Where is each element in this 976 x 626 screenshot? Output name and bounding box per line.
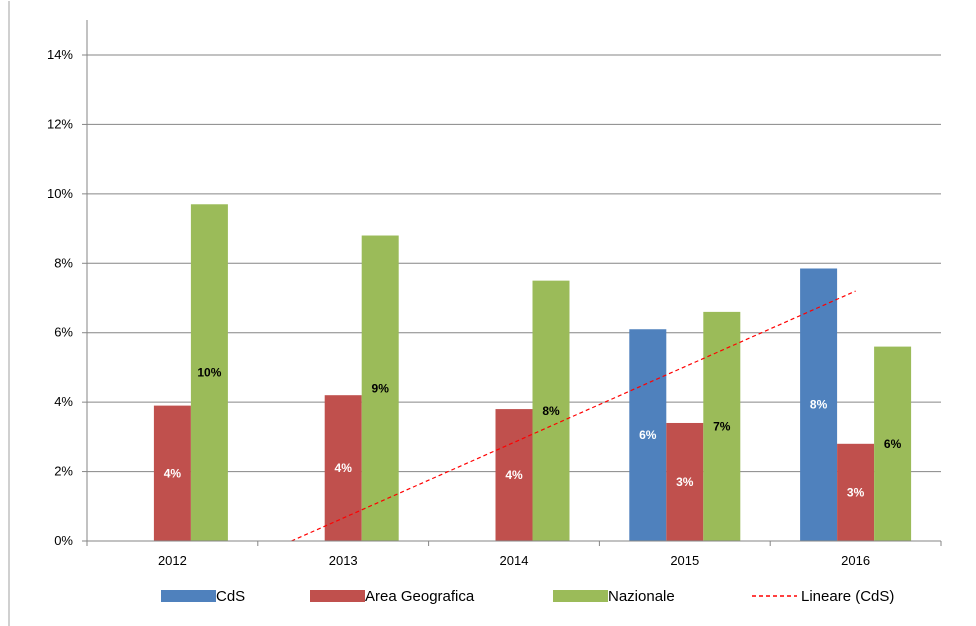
data-label: 6% — [639, 428, 657, 442]
legend-label: Lineare (CdS) — [801, 588, 894, 605]
data-label: 10% — [197, 366, 221, 380]
data-label: 4% — [164, 466, 182, 480]
data-label: 3% — [847, 485, 865, 499]
data-label: 8% — [542, 404, 560, 418]
legend: CdS Area Geografica Nazionale Lineare (CdS) — [161, 588, 894, 605]
legend-swatch — [553, 590, 608, 602]
data-label: 9% — [372, 381, 390, 395]
y-tick-label: 0% — [54, 533, 73, 548]
y-tick-label: 2% — [54, 464, 73, 479]
data-label: 4% — [335, 461, 353, 475]
y-tick-label: 4% — [54, 394, 73, 409]
legend-swatch — [310, 590, 365, 602]
y-tick-label: 14% — [47, 47, 73, 62]
legend-label: CdS — [216, 588, 245, 605]
data-label: 7% — [713, 419, 731, 433]
data-label: 3% — [676, 475, 694, 489]
data-label: 8% — [810, 398, 828, 412]
y-tick-label: 8% — [54, 255, 73, 270]
x-tick-label: 2012 — [158, 553, 187, 568]
y-tick-label: 10% — [47, 186, 73, 201]
legend-label: Nazionale — [608, 588, 675, 605]
bars — [154, 204, 911, 541]
x-tick-label: 2014 — [500, 553, 529, 568]
data-label: 6% — [884, 437, 902, 451]
legend-swatch — [161, 590, 216, 602]
x-tick-label: 2015 — [670, 553, 699, 568]
y-tick-label: 12% — [47, 116, 73, 131]
x-tick-label: 2013 — [329, 553, 358, 568]
x-tick-label: 2016 — [841, 553, 870, 568]
y-tick-label: 6% — [54, 325, 73, 340]
data-label: 4% — [505, 468, 523, 482]
legend-label: Area Geografica — [365, 588, 475, 605]
